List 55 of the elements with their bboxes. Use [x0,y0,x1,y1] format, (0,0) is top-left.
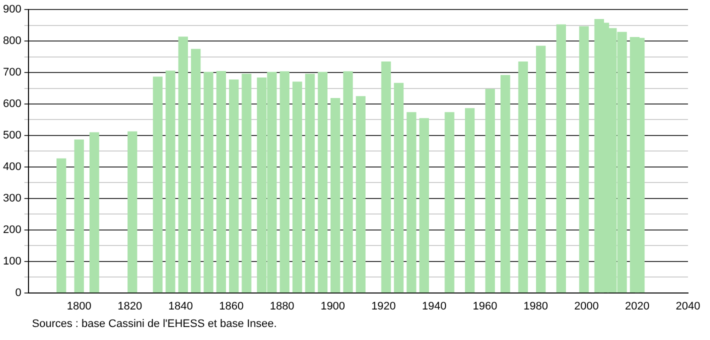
bar [518,62,528,293]
bar [190,48,201,293]
x-tick-label: 1800 [66,300,92,312]
bar [444,112,454,293]
bar [406,112,416,293]
bar [485,88,495,293]
bar [394,82,404,293]
y-tick-label: 100 [2,255,22,268]
y-tick-label: 500 [2,130,22,142]
y-tick-label: 900 [2,4,22,16]
bar [356,96,366,293]
y-tick-label: 200 [2,224,22,236]
bar [152,76,163,293]
bar [305,74,315,293]
x-tick-label: 2000 [574,300,599,312]
x-tick-label: 1880 [270,300,294,312]
bar [536,46,546,293]
y-tick-label: 0 [15,286,22,299]
source-note: Sources : base Cassini de l'EHESS et base Insee. [32,318,277,330]
bar [292,82,302,293]
x-tick-label: 1920 [371,300,396,312]
bar [89,132,100,293]
bar [500,75,510,293]
bar [229,79,239,293]
bar [178,36,188,293]
bar [330,98,340,293]
bar [280,71,290,293]
x-tick-label: 1820 [118,300,142,312]
bar [579,26,589,293]
bar [204,72,214,293]
x-tick-label: 1960 [472,300,498,312]
bar [216,70,226,293]
bar [419,118,429,293]
bar [56,158,66,293]
y-tick-label: 300 [2,192,22,204]
y-tick-label: 600 [2,98,22,110]
x-tick-label: 1900 [320,300,346,312]
y-tick-label: 700 [2,66,22,79]
x-tick-label: 1840 [168,300,193,312]
x-tick-label: 1940 [422,300,447,312]
bar [242,74,252,293]
x-tick-label: 1980 [524,300,548,312]
bar [343,71,353,293]
bar [381,62,391,293]
x-tick-label: 2020 [625,300,650,312]
bar [318,72,328,293]
x-tick-label: 1860 [219,300,244,312]
bar [128,131,138,293]
x-tick-label: 2040 [676,300,700,312]
bar [556,24,566,293]
bar [74,140,84,293]
bar [464,108,475,293]
bar [166,70,176,293]
y-tick-label: 800 [2,35,22,48]
y-tick-label: 400 [2,160,22,173]
